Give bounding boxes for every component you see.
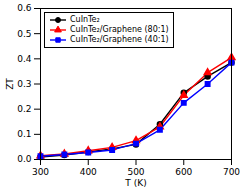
html-text:CuInTe₂/Graphene (40:1): CuInTe₂/Graphene (40:1) xyxy=(70,35,169,44)
svg-text:0.5: 0.5 xyxy=(17,29,31,39)
svg-text:500: 500 xyxy=(127,167,144,177)
svg-text:T (K): T (K) xyxy=(124,178,146,188)
svg-text:0.1: 0.1 xyxy=(17,129,31,139)
svg-text:0.2: 0.2 xyxy=(17,104,31,114)
svg-text:0.4: 0.4 xyxy=(17,54,32,64)
svg-text:ZT: ZT xyxy=(5,78,15,90)
svg-text:0.3: 0.3 xyxy=(17,79,31,89)
svg-text:700: 700 xyxy=(223,167,240,177)
svg-text:300: 300 xyxy=(32,167,49,177)
html-text:CuInTe₂: CuInTe₂ xyxy=(70,15,100,24)
svg-text:400: 400 xyxy=(80,167,97,177)
svg-text:0.0: 0.0 xyxy=(17,154,32,164)
svg-text:0.6: 0.6 xyxy=(17,3,32,13)
svg-text:600: 600 xyxy=(175,167,192,177)
html-text:CuInTe₂/Graphene (80:1): CuInTe₂/Graphene (80:1) xyxy=(70,25,169,34)
